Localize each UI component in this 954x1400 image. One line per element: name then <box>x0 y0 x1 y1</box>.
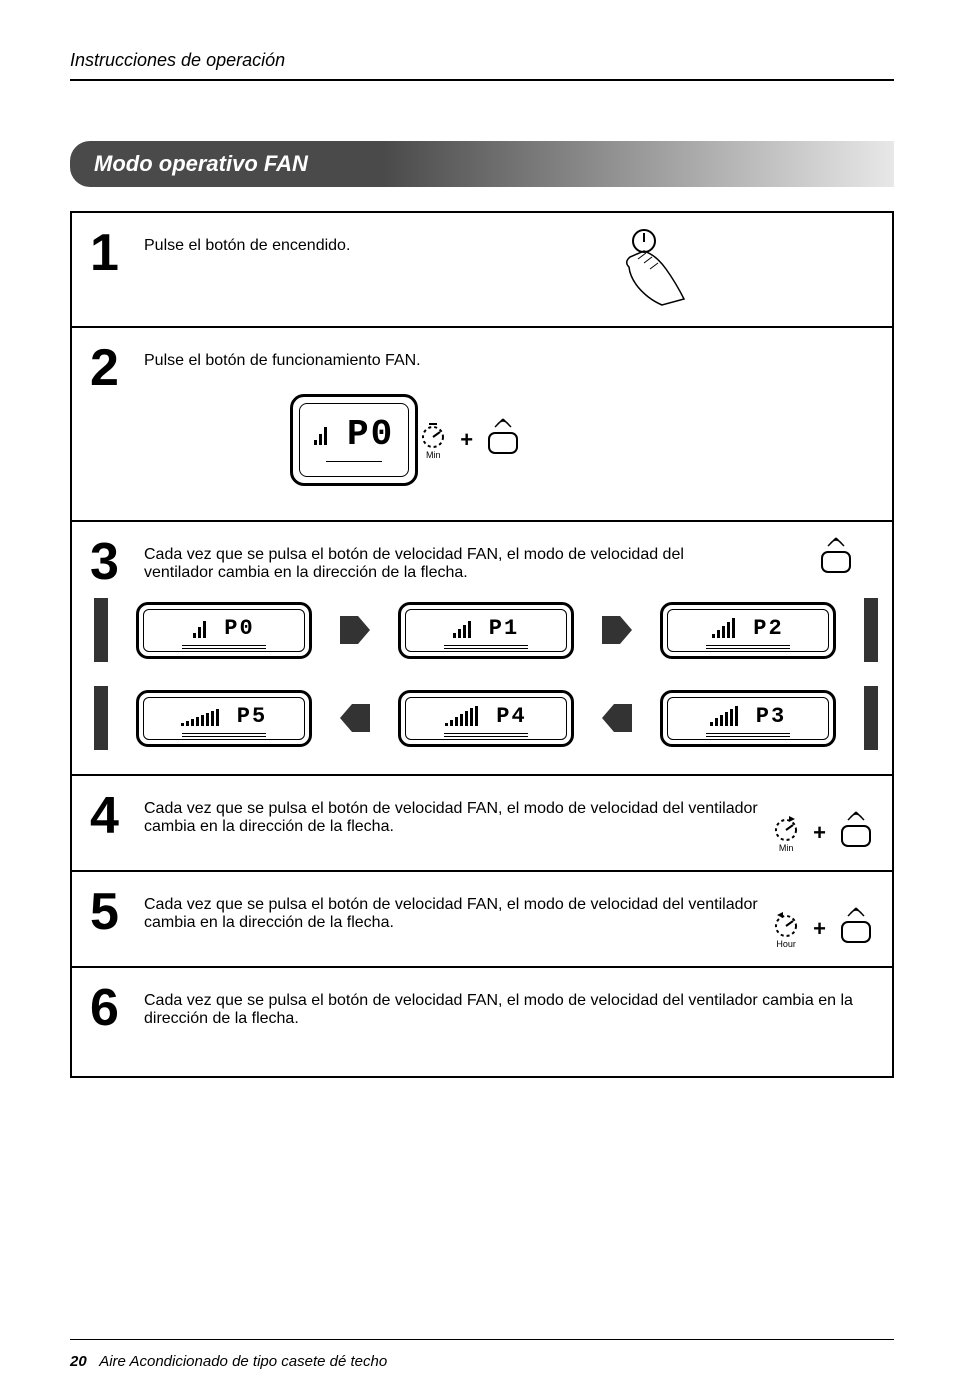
steps-container: 1 Pulse el botón de encendido. 2 Pulse e… <box>70 211 894 1078</box>
lcd-p0: P0 <box>136 602 312 659</box>
lcd-p5: P5 <box>136 690 312 747</box>
lcd-p3: P3 <box>660 690 836 747</box>
fan-button-icon <box>485 417 521 463</box>
footer: 20 Aire Acondicionado de tipo casete dé … <box>70 1353 387 1370</box>
lcd-p2: P2 <box>660 602 836 659</box>
min-clock-icon: Min <box>418 420 448 460</box>
step-number: 5 <box>90 886 128 938</box>
footer-rule <box>70 1339 894 1340</box>
plus-sign: + <box>460 427 473 453</box>
control-icons: Hour + <box>771 906 874 952</box>
step-text: Cada vez que se pulsa el botón de veloci… <box>144 790 764 836</box>
arrow-left-icon <box>602 704 632 732</box>
step-6: 6 Cada vez que se pulsa el botón de velo… <box>72 968 892 1076</box>
step-text: Pulse el botón de funcionamiento FAN. <box>144 342 874 370</box>
page-number: 20 <box>70 1353 87 1370</box>
sequence-row-top: P0 P1 P2 <box>94 598 878 662</box>
arrow-left-icon <box>340 704 370 732</box>
step-1: 1 Pulse el botón de encendido. <box>72 213 892 328</box>
step-number: 1 <box>90 227 128 279</box>
lcd-p1: P1 <box>398 602 574 659</box>
step-text: Cada vez que se pulsa el botón de veloci… <box>144 982 874 1028</box>
connector-bar <box>94 686 108 750</box>
step-3: 3 Cada vez que se pulsa el botón de velo… <box>72 522 892 776</box>
fan-button-icon <box>838 810 874 856</box>
footer-title: Aire Acondicionado de tipo casete dé tec… <box>99 1353 387 1370</box>
plus-sign: + <box>813 916 826 942</box>
step-number: 4 <box>90 790 128 842</box>
lcd-display: P0 <box>290 394 418 486</box>
fan-button-icon <box>838 906 874 952</box>
plus-sign: + <box>813 820 826 846</box>
breadcrumb: Instrucciones de operación <box>70 50 894 71</box>
control-icons: Min + <box>771 810 874 856</box>
step-text: Pulse el botón de encendido. <box>144 227 604 255</box>
step-2: 2 Pulse el botón de funcionamiento FAN. … <box>72 328 892 522</box>
lcd-p4: P4 <box>398 690 574 747</box>
step-number: 2 <box>90 342 128 394</box>
section-title: Modo operativo FAN <box>70 141 894 187</box>
display-value: P0 <box>347 414 394 455</box>
control-icons: Min + <box>418 417 521 463</box>
sequence-row-bottom: P5 P4 P3 <box>94 686 878 750</box>
step-text: Cada vez que se pulsa el botón de veloci… <box>144 536 684 582</box>
connector-bar <box>864 686 878 750</box>
connector-bar <box>864 598 878 662</box>
step-4: 4 Cada vez que se pulsa el botón de velo… <box>72 776 892 872</box>
min-clock-icon: Min <box>771 813 801 853</box>
step-number: 3 <box>90 536 128 588</box>
header-rule <box>70 79 894 81</box>
connector-bar <box>94 598 108 662</box>
fan-speed-icon <box>314 425 327 445</box>
arrow-right-icon <box>602 616 632 644</box>
power-hand-icon <box>604 227 694 312</box>
hour-clock-icon: Hour <box>771 909 801 949</box>
fan-button-icon <box>818 536 854 581</box>
step-text: Cada vez que se pulsa el botón de veloci… <box>144 886 764 932</box>
step-5: 5 Cada vez que se pulsa el botón de velo… <box>72 872 892 968</box>
step-number: 6 <box>90 982 128 1034</box>
arrow-right-icon <box>340 616 370 644</box>
